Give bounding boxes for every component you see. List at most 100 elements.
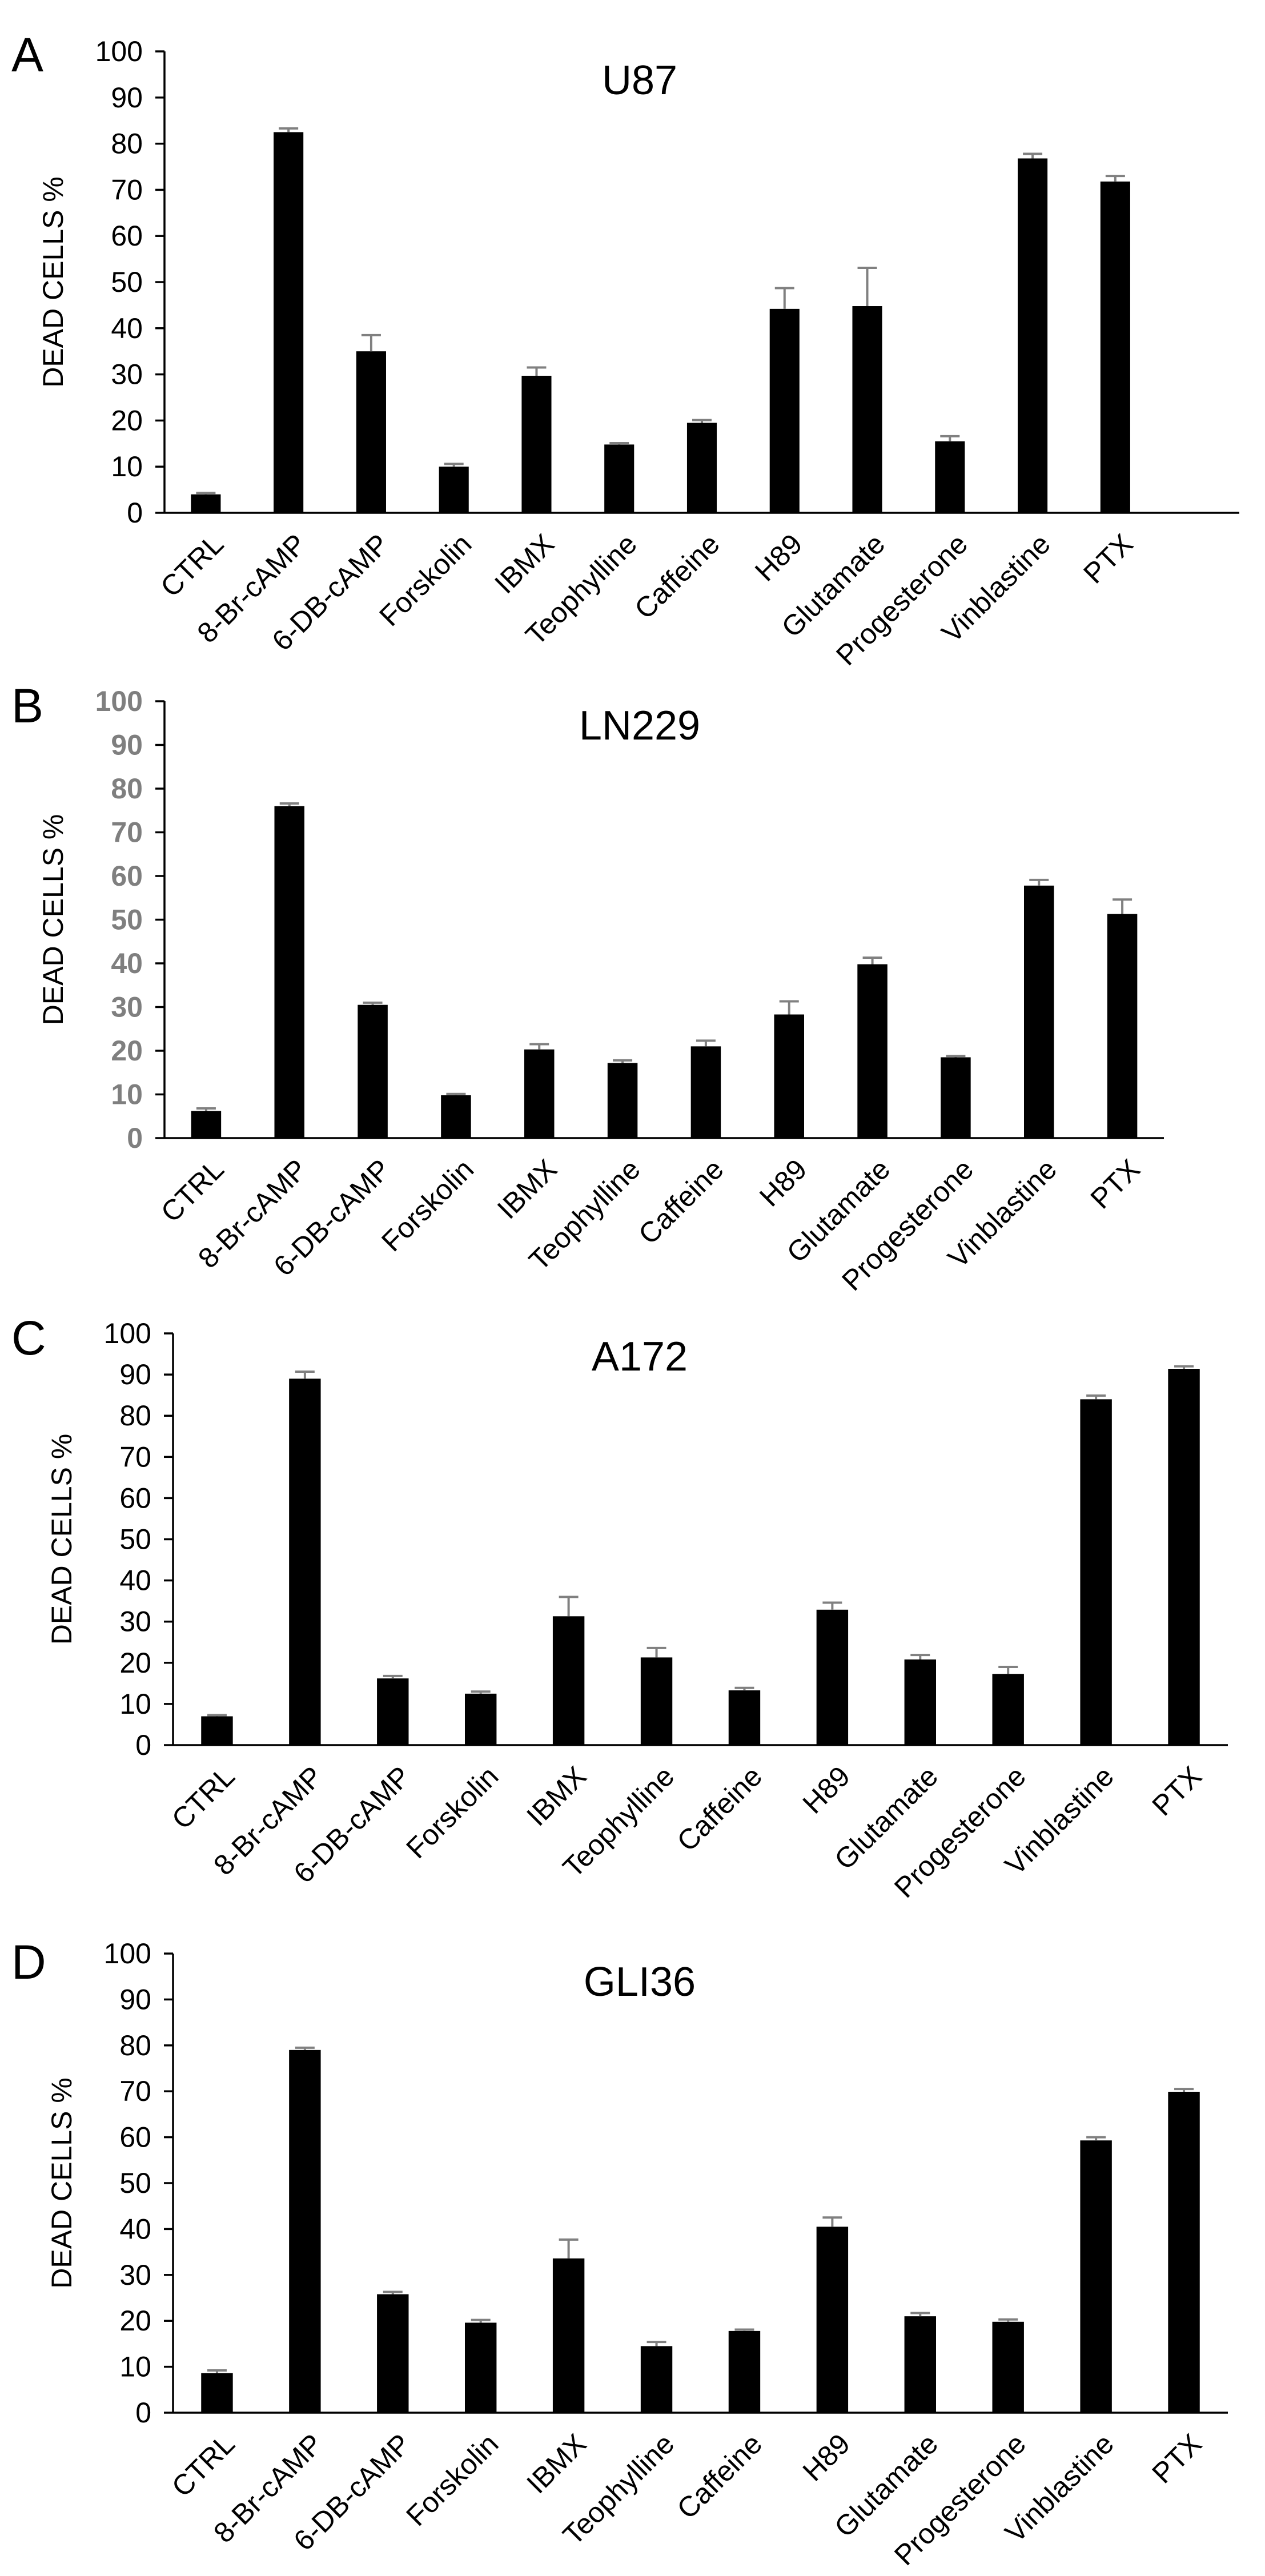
y-tick-label: 60 — [119, 1482, 151, 1514]
y-tick-label: 80 — [119, 1400, 151, 1432]
y-tick-label: 50 — [119, 1524, 151, 1556]
panel-letter: D — [11, 1935, 46, 1989]
error-bar — [609, 441, 629, 445]
error-bar — [822, 2216, 842, 2227]
y-tick-label: 50 — [111, 266, 143, 298]
x-tick-label: H89 — [797, 1760, 856, 1819]
bar-6-db-camp — [377, 2294, 409, 2413]
x-tick-label: IBMX — [520, 1760, 592, 1832]
y-tick-label: 100 — [95, 35, 143, 67]
error-bar — [1105, 175, 1125, 182]
panel-letter: B — [11, 679, 43, 733]
bar-vinblastine — [1018, 158, 1048, 513]
error-bar — [998, 1666, 1018, 1674]
x-tick-label: Forskolin — [400, 1760, 504, 1864]
error-bar — [559, 2238, 579, 2258]
error-bar — [1174, 2088, 1194, 2092]
x-tick-label: Forskolin — [373, 528, 477, 632]
bar-ctrl — [191, 1111, 222, 1138]
y-tick-label: 80 — [111, 773, 143, 805]
error-bar — [383, 2290, 403, 2294]
y-tick-label: 20 — [119, 1647, 151, 1679]
x-tick-label: H89 — [753, 1153, 813, 1212]
bar-glutamate — [904, 2316, 936, 2413]
panel-letter: A — [11, 28, 43, 82]
y-tick-label: 100 — [104, 1938, 151, 1970]
bar-vinblastine — [1080, 1399, 1112, 1745]
bar-ibmx — [552, 1616, 585, 1745]
error-bar — [363, 1001, 383, 1005]
x-tick-label: CTRL — [154, 528, 230, 603]
error-bar — [822, 1601, 842, 1610]
bar-ibmx — [552, 2258, 585, 2413]
bar-progesterone — [992, 2321, 1024, 2413]
y-tick-label: 40 — [119, 2213, 151, 2245]
chart-title: U87 — [602, 58, 677, 103]
bar-ctrl — [201, 2373, 233, 2413]
error-bar — [940, 435, 960, 441]
x-tick-label: CTRL — [166, 2428, 241, 2503]
error-bar — [946, 1055, 966, 1058]
bar-h89 — [774, 1014, 804, 1138]
bar-progesterone — [992, 1674, 1024, 1745]
error-bar — [295, 1371, 315, 1379]
y-tick-label: 20 — [111, 404, 143, 436]
panel-letter: C — [11, 1311, 46, 1365]
x-tick-label: PTX — [1077, 528, 1139, 589]
x-tick-label: CTRL — [155, 1153, 230, 1228]
bar-8-br-camp — [289, 1379, 321, 1745]
x-tick-label: CTRL — [166, 1760, 241, 1835]
y-tick-label: 80 — [119, 2030, 151, 2061]
y-tick-label: 60 — [111, 220, 143, 252]
y-tick-label: 80 — [111, 128, 143, 160]
bar-caffeine — [690, 1046, 721, 1138]
bar-caffeine — [728, 2330, 761, 2413]
chart-panel-a: A U87 DEAD CELLS % 0 10 20 30 40 50 60 70 80 90 100 CT… — [11, 28, 1239, 672]
error-bar — [1086, 1394, 1106, 1400]
chart-panel-d: D GLI36 DEAD CELLS % 0 10 20 30 40 50 60 70 80 90 100… — [11, 1935, 1228, 2571]
error-bar — [857, 266, 877, 307]
y-tick-label: 0 — [135, 2397, 151, 2429]
y-axis-label: DEAD CELLS % — [37, 814, 69, 1026]
error-bar — [779, 1000, 799, 1015]
bar-6-db-camp — [358, 1004, 388, 1138]
bar-glutamate — [904, 1659, 936, 1745]
y-axis-label: DEAD CELLS % — [46, 1434, 78, 1645]
error-bar — [1086, 2136, 1106, 2141]
y-tick-label: 90 — [111, 82, 143, 114]
bar-vinblastine — [1080, 2140, 1112, 2413]
error-bar — [446, 1092, 466, 1096]
x-tick-label: Forskolin — [375, 1153, 480, 1257]
y-tick-label: 0 — [135, 1729, 151, 1761]
error-bar — [196, 492, 216, 495]
x-tick-label: PTX — [1146, 2428, 1207, 2489]
y-tick-label: 60 — [111, 860, 143, 892]
chart-title: GLI36 — [584, 1959, 696, 2005]
bar-forskolin — [441, 1095, 471, 1138]
y-tick-label: 30 — [111, 991, 143, 1023]
y-tick-label: 10 — [111, 451, 143, 483]
chart-title: A172 — [592, 1334, 688, 1380]
y-tick-label: 10 — [111, 1079, 143, 1111]
error-bar — [1023, 152, 1043, 159]
y-tick-label: 70 — [119, 1441, 151, 1473]
bar-ibmx — [524, 1049, 555, 1138]
x-tick-label: Caffeine — [628, 528, 726, 625]
bar-ctrl — [191, 494, 221, 513]
bar-teophylline — [607, 1063, 638, 1138]
error-bar — [646, 1646, 666, 1658]
x-tick-label: IBMX — [520, 2428, 592, 2499]
bar-h89 — [816, 2227, 849, 2413]
bar-caffeine — [728, 1690, 761, 1745]
y-tick-label: 60 — [119, 2121, 151, 2153]
y-tick-label: 30 — [119, 1606, 151, 1638]
y-tick-label: 20 — [119, 2305, 151, 2337]
error-bar — [527, 366, 547, 376]
y-tick-label: 30 — [119, 2259, 151, 2291]
error-bar — [734, 1686, 754, 1691]
x-tick-label: Caffeine — [671, 2428, 769, 2525]
y-tick-label: 30 — [111, 359, 143, 391]
y-tick-label: 40 — [111, 312, 143, 344]
error-bar — [998, 2318, 1018, 2322]
